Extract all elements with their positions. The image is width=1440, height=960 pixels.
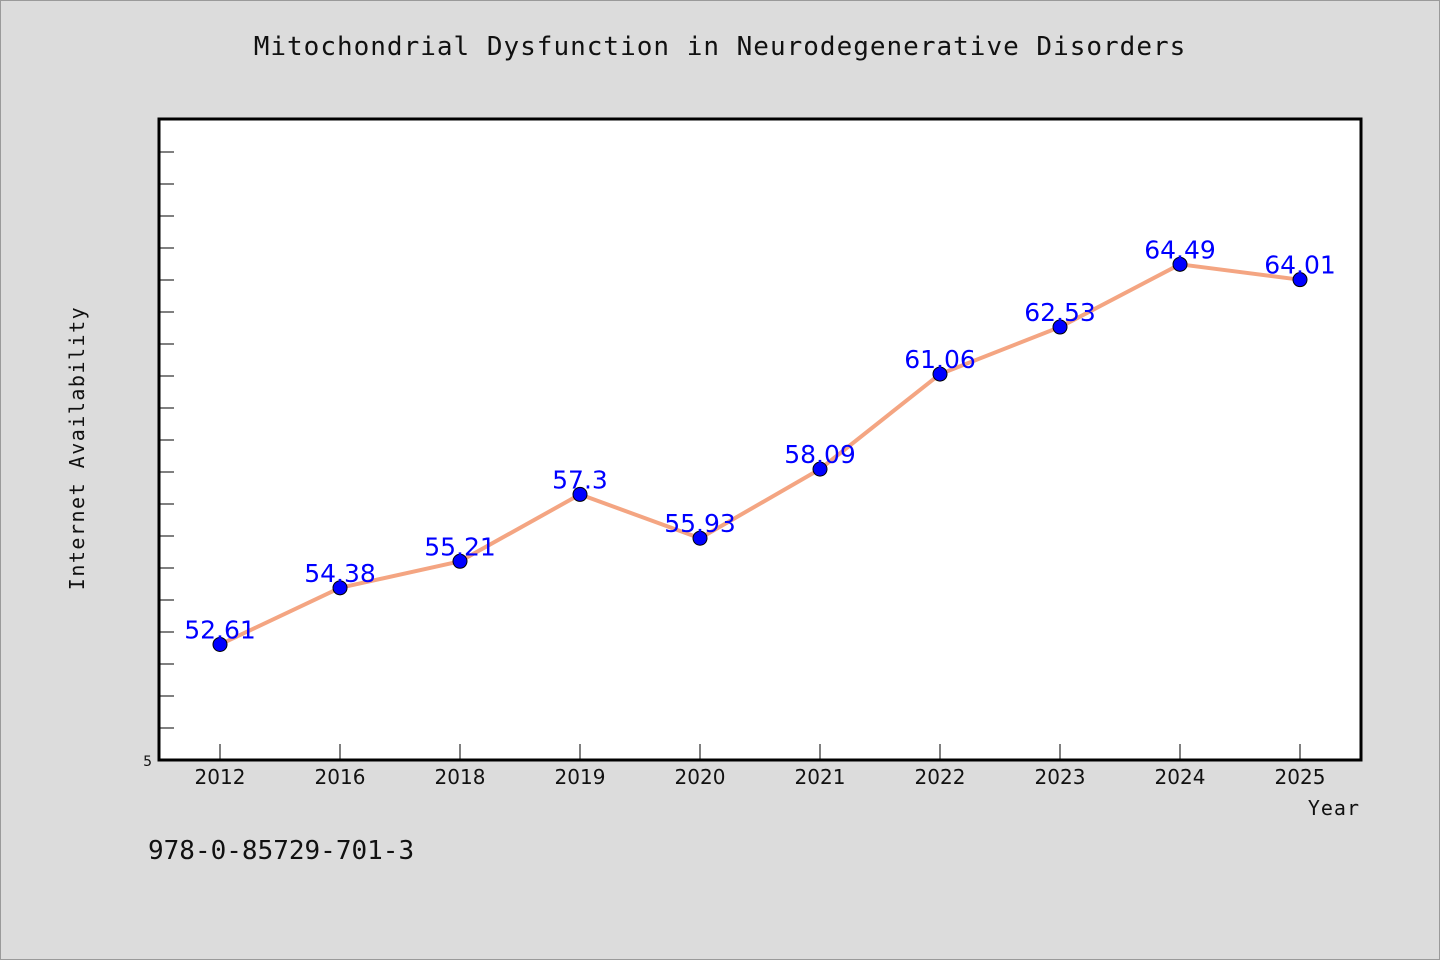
x-axis-ticks: 2012 2016 2018 2019 2020 2021 2022 2023 2024 2025 bbox=[195, 744, 1326, 789]
x-tick-label: 2022 bbox=[915, 765, 966, 789]
data-point bbox=[932, 366, 948, 382]
data-label: 58.09 bbox=[784, 440, 856, 469]
data-label: 55.93 bbox=[664, 509, 736, 538]
data-label: 54.38 bbox=[304, 559, 376, 588]
data-label: 64.01 bbox=[1264, 251, 1336, 280]
data-point bbox=[812, 461, 828, 477]
series-line bbox=[218, 262, 1302, 647]
x-tick-label: 2021 bbox=[795, 765, 846, 789]
x-tick-label: 2024 bbox=[1155, 765, 1206, 789]
data-point bbox=[212, 636, 228, 652]
plot-area bbox=[157, 117, 1363, 762]
data-point bbox=[1052, 319, 1068, 335]
data-point bbox=[332, 580, 348, 596]
data-point bbox=[572, 486, 588, 502]
data-point bbox=[1172, 256, 1188, 272]
x-tick-label: 2018 bbox=[435, 765, 486, 789]
data-point bbox=[452, 553, 468, 569]
x-tick-label: 2025 bbox=[1275, 765, 1326, 789]
y-axis-ticks: 5 bbox=[143, 151, 174, 770]
data-label: 62.53 bbox=[1024, 298, 1096, 327]
data-labels-layer: 52.61 54.38 55.21 57.3 55.93 58.09 61.06 62.53 6… bbox=[184, 235, 1336, 644]
data-label: 57.3 bbox=[552, 465, 608, 494]
chart-title: Mitochondrial Dysfunction in Neurodegene… bbox=[253, 32, 1187, 62]
footer-code: 978-0-85729-701-3 bbox=[148, 836, 415, 866]
x-tick-label: 2016 bbox=[315, 765, 366, 789]
y-tick-label: 5 bbox=[143, 754, 152, 770]
data-point bbox=[1292, 272, 1308, 288]
data-label: 52.61 bbox=[184, 615, 256, 644]
x-axis-label: Year bbox=[1307, 796, 1360, 820]
data-label: 64.49 bbox=[1144, 235, 1216, 264]
x-tick-label: 2023 bbox=[1035, 765, 1086, 789]
data-point bbox=[692, 530, 708, 546]
y-axis-label: Internet Availability bbox=[65, 305, 89, 591]
x-tick-label: 2020 bbox=[675, 765, 726, 789]
x-tick-label: 2012 bbox=[195, 765, 246, 789]
series-layer bbox=[212, 256, 1308, 652]
data-label: 55.21 bbox=[424, 532, 496, 561]
x-tick-label: 2019 bbox=[555, 765, 606, 789]
data-label: 61.06 bbox=[904, 345, 976, 374]
